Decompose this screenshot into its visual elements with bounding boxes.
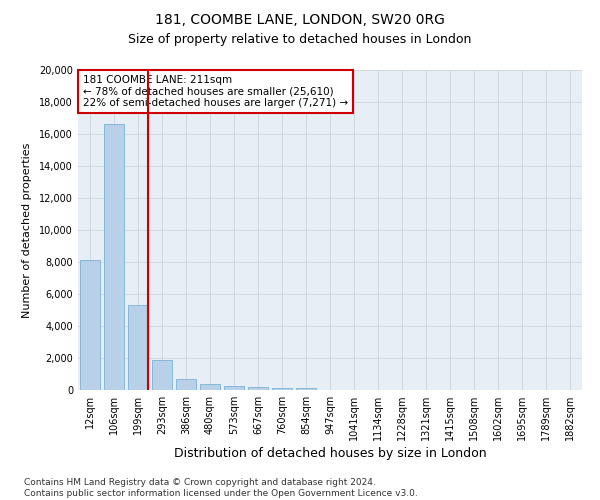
Bar [104, 124, 124, 390]
Bar [80, 260, 100, 390]
Text: Contains HM Land Registry data © Crown copyright and database right 2024.
Contai: Contains HM Land Registry data © Crown c… [24, 478, 418, 498]
Y-axis label: Number of detached properties: Number of detached properties [22, 142, 32, 318]
Bar [272, 388, 292, 390]
Bar [200, 384, 220, 390]
Bar [296, 388, 316, 390]
Text: 181 COOMBE LANE: 211sqm
← 78% of detached houses are smaller (25,610)
22% of sem: 181 COOMBE LANE: 211sqm ← 78% of detache… [83, 75, 348, 108]
Bar [152, 360, 172, 390]
Bar [176, 379, 196, 390]
Bar [128, 305, 148, 390]
Text: Size of property relative to detached houses in London: Size of property relative to detached ho… [128, 32, 472, 46]
Text: 181, COOMBE LANE, LONDON, SW20 0RG: 181, COOMBE LANE, LONDON, SW20 0RG [155, 12, 445, 26]
Bar [224, 386, 244, 390]
X-axis label: Distribution of detached houses by size in London: Distribution of detached houses by size … [173, 448, 487, 460]
Bar [248, 386, 268, 390]
